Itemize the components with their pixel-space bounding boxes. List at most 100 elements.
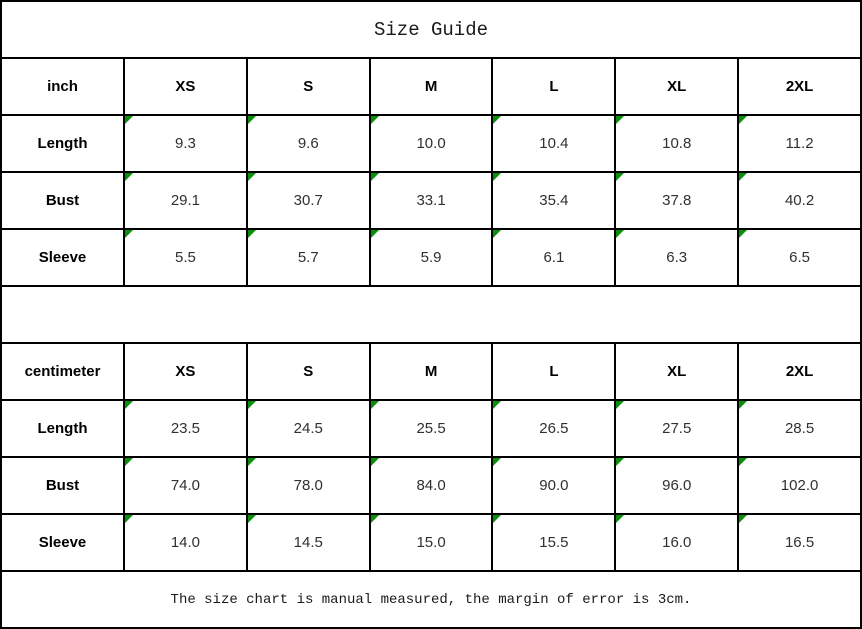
cell-value: 30.7: [293, 192, 323, 209]
cm-col-m: M: [368, 342, 494, 401]
inch-sleeve-2xl: 6.5: [737, 228, 862, 287]
corner-marker-icon: [125, 174, 133, 181]
spacer-cell: [0, 285, 862, 344]
inch-col-xs: XS: [123, 57, 248, 116]
corner-marker-icon: [371, 231, 379, 238]
cm-length-xs: 23.5: [123, 399, 248, 458]
inch-length-l: 10.4: [491, 114, 617, 173]
corner-marker-icon: [740, 174, 748, 181]
cell-value: 14.0: [170, 534, 201, 551]
footer-row: The size chart is manual measured, the m…: [0, 570, 862, 629]
inch-bust-s: 30.7: [245, 171, 371, 230]
inch-length-2xl: 11.2: [737, 114, 862, 173]
cm-length-2xl: 28.5: [737, 399, 862, 458]
cm-length-m: 25.5: [368, 399, 494, 458]
corner-marker-icon: [617, 516, 625, 523]
cell-value: 5.7: [297, 249, 319, 266]
corner-marker-icon: [248, 117, 256, 124]
inch-length-label: Length: [0, 114, 125, 173]
cm-bust-xs: 74.0: [123, 456, 248, 515]
cell-value: 10.8: [662, 135, 692, 152]
cell-value: 78.0: [293, 477, 323, 494]
inch-col-2xl: 2XL: [737, 57, 862, 116]
cell-value: 11.2: [785, 135, 814, 152]
corner-marker-icon: [371, 117, 379, 124]
cell-value: 14.5: [293, 534, 323, 551]
inch-length-xl: 10.8: [614, 114, 740, 173]
cm-sleeve-2xl: 16.5: [737, 513, 862, 572]
corner-marker-icon: [740, 516, 748, 523]
cm-col-s: S: [245, 342, 371, 401]
cm-sleeve-xl: 16.0: [614, 513, 740, 572]
corner-marker-icon: [125, 516, 133, 523]
cell-value: 15.0: [416, 534, 446, 551]
corner-marker-icon: [494, 231, 502, 238]
inch-unit-label: inch: [0, 57, 125, 116]
cell-value: 10.4: [539, 135, 569, 152]
cell-value: 9.3: [174, 135, 196, 152]
cell-value: 16.5: [784, 534, 815, 551]
cm-sleeve-l: 15.5: [491, 513, 617, 572]
inch-length-m: 10.0: [368, 114, 494, 173]
inch-header-row: inch XS S M L XL 2XL: [0, 57, 862, 116]
table-row: Length 23.5 24.5 25.5 26.5 27.5 28.5: [0, 399, 862, 458]
inch-bust-xl: 37.8: [614, 171, 740, 230]
cell-value: 74.0: [170, 477, 201, 494]
corner-marker-icon: [371, 516, 379, 523]
inch-bust-l: 35.4: [491, 171, 617, 230]
cell-value: 84.0: [416, 477, 446, 494]
cell-value: 90.0: [539, 477, 569, 494]
cell-value: 15.5: [539, 534, 569, 551]
cell-value: 40.2: [784, 192, 815, 209]
cell-value: 29.1: [170, 192, 201, 209]
inch-bust-2xl: 40.2: [737, 171, 862, 230]
corner-marker-icon: [371, 174, 379, 181]
cm-length-xl: 27.5: [614, 399, 740, 458]
inch-sleeve-xs: 5.5: [123, 228, 248, 287]
cm-bust-s: 78.0: [245, 456, 371, 515]
cell-value: 9.6: [297, 135, 319, 152]
cm-length-s: 24.5: [245, 399, 371, 458]
inch-sleeve-s: 5.7: [245, 228, 371, 287]
cell-value: 26.5: [539, 420, 569, 437]
cell-value: 6.3: [666, 249, 688, 266]
cm-col-2xl: 2XL: [737, 342, 862, 401]
corner-marker-icon: [248, 174, 256, 181]
cm-bust-2xl: 102.0: [737, 456, 862, 515]
cm-sleeve-label: Sleeve: [0, 513, 125, 572]
cm-bust-l: 90.0: [491, 456, 617, 515]
corner-marker-icon: [740, 402, 748, 409]
cell-value: 28.5: [784, 420, 815, 437]
corner-marker-icon: [617, 174, 625, 181]
cm-sleeve-xs: 14.0: [123, 513, 248, 572]
cell-value: 33.1: [416, 192, 446, 209]
corner-marker-icon: [248, 402, 256, 409]
corner-marker-icon: [248, 231, 256, 238]
footer-note: The size chart is manual measured, the m…: [0, 570, 862, 629]
centimeter-header-row: centimeter XS S M L XL 2XL: [0, 342, 862, 401]
cell-value: 96.0: [662, 477, 692, 494]
corner-marker-icon: [617, 231, 625, 238]
cell-value: 37.8: [662, 192, 692, 209]
cell-value: 5.5: [174, 249, 196, 266]
table-row: Bust 29.1 30.7 33.1 35.4 37.8 40.2: [0, 171, 862, 230]
corner-marker-icon: [494, 174, 502, 181]
inch-col-s: S: [245, 57, 371, 116]
corner-marker-icon: [617, 117, 625, 124]
cell-value: 16.0: [662, 534, 692, 551]
cell-value: 6.1: [543, 249, 565, 266]
cm-col-xs: XS: [123, 342, 248, 401]
cell-value: 35.4: [539, 192, 569, 209]
corner-marker-icon: [740, 459, 748, 466]
cm-col-l: L: [491, 342, 617, 401]
corner-marker-icon: [617, 402, 625, 409]
cell-value: 5.9: [420, 249, 442, 266]
cm-bust-m: 84.0: [368, 456, 494, 515]
inch-bust-m: 33.1: [368, 171, 494, 230]
cell-value: 27.5: [662, 420, 692, 437]
inch-sleeve-label: Sleeve: [0, 228, 125, 287]
cell-value: 102.0: [780, 477, 819, 494]
cell-value: 24.5: [293, 420, 323, 437]
cm-col-xl: XL: [614, 342, 740, 401]
